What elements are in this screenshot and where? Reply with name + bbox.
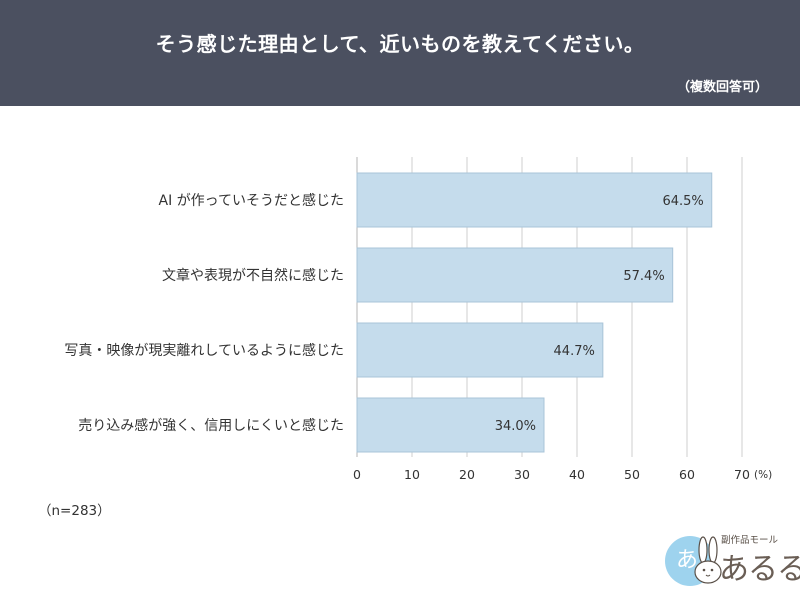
category-label: 写真・映像が現実離れしているように感じた [64,342,344,359]
x-tick-label: 60 [679,467,695,482]
logo-badge-text: あ [676,548,698,573]
chart-labels: 0 10 20 30 40 50 60 70 (%) 64.5% AI が作っていそうだと感じた 57… [64,192,772,482]
bar-value-label: 64.5% [662,194,703,209]
bar-value-label: 34.0% [495,419,536,434]
x-tick-label: 40 [569,467,585,482]
x-tick-label: 50 [624,467,640,482]
rabbit-logo-icon: あ [665,536,722,586]
x-tick-label: 30 [514,467,530,482]
bar [356,247,674,303]
page-title: そう感じた理由として、近いものを教えてください。 [155,32,645,56]
bar [356,397,545,453]
multiple-answers-note: （複数回答可） [676,80,768,95]
category-label: 売り込み感が強く、信用しにくいと感じた [78,417,344,434]
brand-logo: あ 副作品モール あるる [663,528,800,590]
x-tick-label: 0 [353,467,361,482]
chart-bars [356,172,713,453]
logo-wordmark: あるる [719,552,800,587]
category-label: 文章や表現が不自然に感じた [162,267,344,284]
logo-subtitle: 副作品モール [721,535,779,546]
category-label: AI が作っていそうだと感じた [159,192,344,209]
x-tick-label: 70 [734,467,750,482]
sample-size-note: （n=283） [38,503,111,519]
bar-value-label: 57.4% [623,269,664,284]
bar [356,172,713,228]
x-axis-unit-label: (%) [754,469,772,481]
header-banner: そう感じた理由として、近いものを教えてください。 （複数回答可） [0,0,800,106]
x-tick-label: 20 [459,467,475,482]
x-tick-label: 10 [404,467,420,482]
bar-value-label: 44.7% [554,344,595,359]
bar [356,322,604,378]
